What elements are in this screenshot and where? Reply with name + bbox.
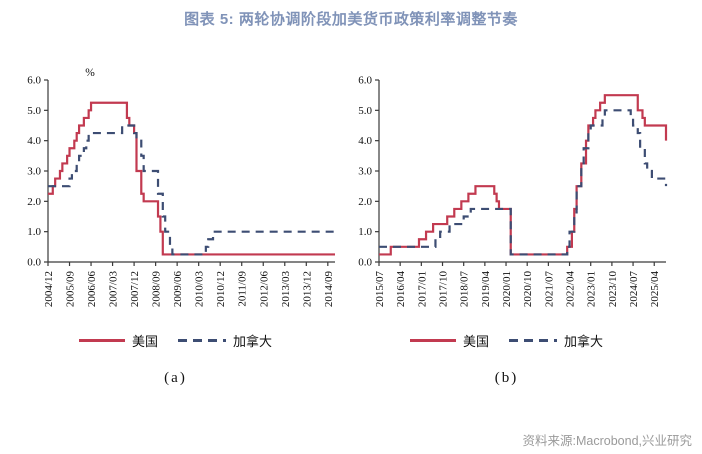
legend-us-label: 美国 [131, 334, 158, 349]
x-tick-label: 2013/12 [301, 271, 313, 307]
legend-a: 美国 加拿大 [8, 331, 343, 350]
y-tick-label: 0.0 [27, 257, 41, 269]
series-line-canada [48, 124, 335, 256]
y-tick-label: 6.0 [27, 75, 41, 87]
y-tick-label: 4.0 [27, 135, 41, 147]
x-tick-label: 2023/10 [607, 271, 619, 308]
panel-caption-a: (a) [164, 370, 187, 386]
y-tick-label: 1.0 [358, 226, 372, 238]
legend-us-label: 美国 [462, 334, 489, 349]
legend-item-us: 美国 [78, 331, 158, 350]
x-tick-label: 2010/12 [215, 271, 227, 307]
y-tick-label: 6.0 [358, 75, 372, 87]
legend-canada-label: 加拿大 [233, 334, 273, 349]
x-tick-label: 2014/09 [323, 271, 335, 308]
us-line-swatch-icon [409, 339, 456, 342]
x-tick-label: 2017/01 [416, 271, 428, 307]
panel-caption-b: (b) [494, 370, 519, 386]
x-tick-label: 2004/12 [43, 271, 55, 307]
x-tick-label: 2006/06 [86, 271, 98, 308]
x-tick-label: 2009/06 [172, 271, 184, 308]
y-tick-label: 2.0 [27, 196, 41, 208]
legend-item-canada: 加拿大 [509, 331, 603, 350]
page-title: 图表 5: 两轮协调阶段加美货币政策利率调整节奏 [184, 11, 518, 28]
canada-line-swatch-icon [509, 339, 557, 342]
x-tick-label: 2016/04 [395, 271, 407, 308]
legend-b: 美国 加拿大 [339, 331, 674, 350]
legend-canada-label: 加拿大 [564, 334, 604, 349]
series-line-us [379, 94, 668, 256]
x-tick-label: 2008/09 [151, 271, 163, 308]
rate-chart-b: 0.0 1.0 2.0 3.0 4.0 5.0 6.0 2015/07 2016/04 2017/… [358, 75, 668, 308]
x-tick-label: 2005/09 [65, 271, 77, 308]
y-tick-label: 1.0 [27, 226, 41, 238]
x-tick-label: 2024/07 [628, 271, 640, 308]
x-tick-label: 2019/04 [480, 271, 492, 308]
x-tick-label: 2020/01 [501, 271, 513, 307]
source-note: 资料来源:Macrobond,兴业研究 [522, 434, 692, 448]
x-tick-label: 2007/12 [129, 271, 141, 307]
x-tick-label: 2025/04 [649, 271, 661, 308]
y-tick-label: 3.0 [27, 166, 41, 178]
series-line-canada [379, 109, 668, 256]
x-tick-label: 2021/07 [543, 271, 555, 308]
y-tick-label: 4.0 [358, 135, 372, 147]
x-tick-label: 2020/10 [522, 271, 534, 308]
legend-item-us: 美国 [409, 331, 489, 350]
x-tick-label: 2011/09 [237, 271, 249, 307]
x-tick-label: 2012/06 [258, 271, 270, 308]
y-tick-label: 5.0 [27, 105, 41, 117]
x-tick-label: 2018/07 [459, 271, 471, 308]
us-line-swatch-icon [78, 339, 125, 342]
y-tick-label: 5.0 [358, 105, 372, 117]
canada-line-swatch-icon [178, 339, 226, 342]
y-tick-label: 2.0 [358, 196, 372, 208]
legend-item-canada: 加拿大 [178, 331, 272, 350]
y-tick-label: 0.0 [358, 257, 372, 269]
y-tick-label: 3.0 [358, 166, 372, 178]
x-tick-label: 2007/03 [108, 271, 120, 308]
x-tick-label: 2010/03 [194, 271, 206, 308]
series-line-us [48, 101, 335, 256]
rate-chart-a: 0.0 1.0 2.0 3.0 4.0 5.0 6.0 2004/12 2005/09 2006/… [27, 67, 335, 308]
x-tick-label: 2022/04 [565, 271, 577, 308]
y-axis-unit-label: % [85, 67, 95, 79]
x-tick-label: 2015/07 [374, 271, 386, 308]
x-tick-label: 2017/10 [438, 271, 450, 308]
x-tick-label: 2013/03 [280, 271, 292, 308]
x-tick-label: 2023/01 [586, 271, 598, 307]
